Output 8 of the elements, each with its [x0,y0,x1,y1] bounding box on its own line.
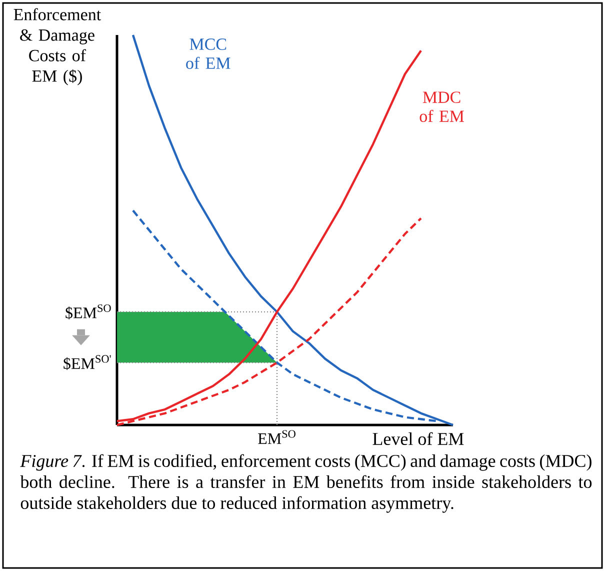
text: MCC of EM [186,38,230,69]
series-label: MDC of EM [420,92,464,122]
ref-line-label: $EM$^{SO'}$ [64,355,111,370]
x-axis-title: Level of EM [372,432,464,446]
ref-line-label: $EM$^{SO}$ [66,304,111,320]
text: EM$^{SO}$ [258,430,296,444]
y-axis-title: Enforcement & Damage Costs of EM ($) [14,8,102,86]
text: Figure 7. If EM is codified, enforcement costs (MCC) and damage costs (MDC) both decline. There is a transfer in EM benefits from inside stakeholders to outside stakeholders due to reduced information asymmetry. [20,454,592,513]
